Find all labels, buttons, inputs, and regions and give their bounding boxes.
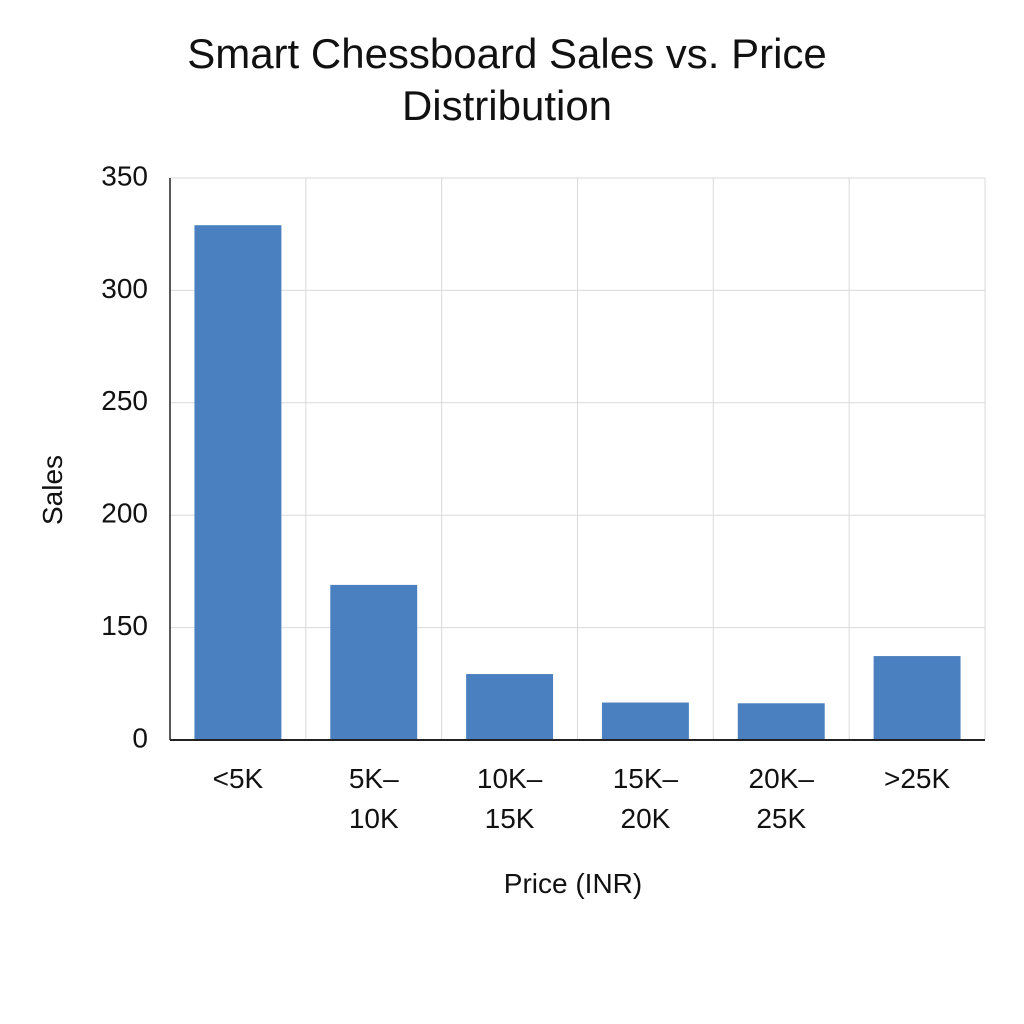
bar (601, 702, 689, 740)
bar (737, 703, 825, 740)
y-tick-label: 150 (101, 610, 148, 641)
y-tick-label: 200 (101, 498, 148, 529)
y-tick-label: 0 (132, 722, 148, 753)
x-tick-label: 10K– 15K (477, 763, 543, 834)
x-tick-label: 15K– 20K (613, 763, 679, 834)
bar (194, 225, 282, 740)
x-tick-label: <5K (213, 763, 264, 794)
x-tick-label: 5K– 10K (349, 763, 399, 834)
y-tick-label: 250 (101, 385, 148, 416)
x-tick-label: >25K (884, 763, 950, 794)
x-tick-label: 20K– 25K (749, 763, 815, 834)
y-tick-label: 350 (101, 160, 148, 191)
bar (330, 584, 418, 740)
bar (466, 674, 554, 740)
x-axis-title: Price (INR) (504, 868, 642, 899)
bar (873, 656, 961, 740)
chart-title: Smart Chessboard Sales vs. Price Distrib… (187, 30, 827, 129)
y-axis-title: Sales (37, 455, 68, 525)
y-tick-label: 300 (101, 273, 148, 304)
